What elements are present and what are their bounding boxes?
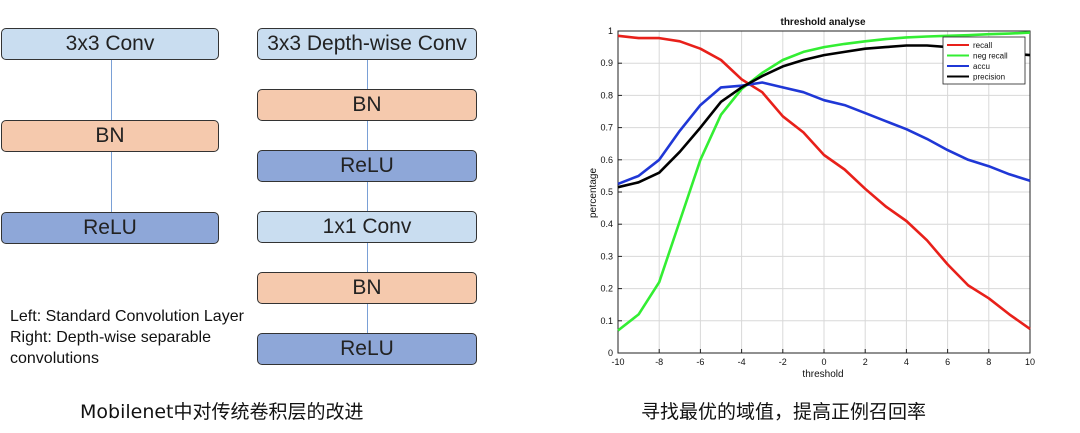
x-tick-label: 2 [863, 357, 868, 367]
x-tick-label: -8 [655, 357, 663, 367]
legend-label: recall [973, 41, 992, 50]
note-line: Right: Depth-wise separable [10, 329, 211, 346]
x-tick-label: 8 [986, 357, 991, 367]
x-tick-label: 0 [821, 357, 826, 367]
x-tick-label: -6 [696, 357, 704, 367]
y-tick-label: 0.4 [600, 219, 613, 229]
y-tick-label: 0 [608, 348, 613, 358]
depthwise-bn-block: BN [257, 89, 477, 121]
standard-relu-block: ReLU [1, 212, 219, 244]
plot-frame [617, 30, 1031, 354]
y-tick-label: 1 [608, 26, 613, 36]
legend-label: accu [973, 62, 990, 71]
x-tick-label: 6 [945, 357, 950, 367]
standard-bn-block: BN [1, 120, 219, 152]
series-line-neg-recall [617, 31, 1031, 332]
y-tick-label: 0.8 [600, 90, 613, 100]
series-line-accu [617, 81, 1031, 186]
depthwise-conv-block: 1x1 Conv [257, 211, 477, 243]
x-tick-label: 10 [1025, 357, 1035, 367]
legend-label: neg recall [973, 52, 1008, 61]
chart-ylabel: percentage [588, 168, 599, 218]
y-tick-label: 0.9 [600, 58, 613, 68]
threshold-chart: threshold analyse threshold percentage -… [588, 17, 1035, 380]
depthwise-relu-block: ReLU [257, 150, 477, 182]
chart-title: threshold analyse [780, 17, 865, 28]
note-line: convolutions [10, 350, 99, 367]
x-tick-label: 4 [904, 357, 909, 367]
standard-conv-block: 3x3 Conv [1, 28, 219, 60]
series-line-recall [617, 34, 1031, 330]
y-tick-label: 0.2 [600, 284, 613, 294]
y-tick-label: 0.7 [600, 123, 613, 133]
depthwise-relu-block: ReLU [257, 333, 477, 365]
y-tick-label: 0.6 [600, 155, 613, 165]
chart-axes: -10 -8 -6 -4 -2 0 2 4 6 8 10 0 0.1 0.2 0.3 0.4 0.5 0.6 0.7… [600, 26, 1035, 367]
note-line: Left: Standard Convolution Layer [10, 308, 244, 325]
depthwise-connector-line [367, 60, 368, 334]
diagram-legend-note: Left: Standard Convolution Layer Right: … [10, 306, 244, 369]
x-tick-label: -10 [611, 357, 624, 367]
right-caption: 寻找最优的域值，提高正例召回率 [641, 401, 927, 423]
x-tick-label: -4 [738, 357, 746, 367]
legend-label: precision [973, 73, 1005, 82]
y-tick-label: 0.1 [600, 316, 613, 326]
chart-xlabel: threshold [802, 369, 843, 380]
x-tick-label: -2 [779, 357, 787, 367]
y-tick-label: 0.3 [600, 251, 613, 261]
depthwise-conv-block: 3x3 Depth-wise Conv [257, 28, 477, 60]
chart-series [617, 31, 1031, 332]
left-caption: Mobilenet中对传统卷积层的改进 [80, 401, 364, 423]
depthwise-bn-block: BN [257, 272, 477, 304]
y-tick-label: 0.5 [600, 187, 613, 197]
